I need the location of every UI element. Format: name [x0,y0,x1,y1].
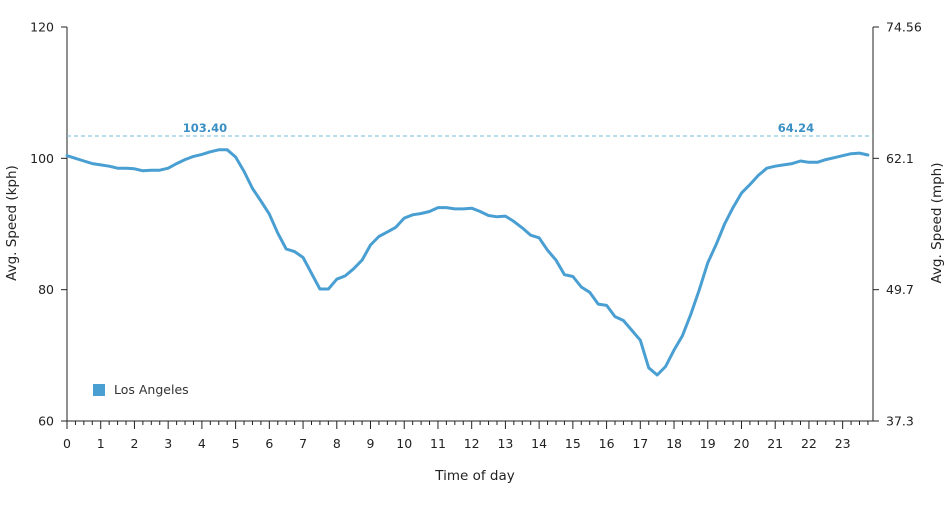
x-tick-label-23: 23 [835,436,851,451]
y-axis-title-left: Avg. Speed (kph) [4,165,20,281]
legend: Los Angeles [93,382,189,397]
y-tick-label-right-0: 37.3 [886,414,914,429]
legend-label-los-angeles: Los Angeles [114,382,189,397]
y-tick-label-left-80: 80 [38,282,54,297]
reference-line-group: 103.40 64.24 [67,121,873,137]
y-tick-label-right-2: 62.1 [886,151,914,166]
x-tick-label-18: 18 [666,436,682,451]
y-tick-label-left-100: 100 [30,151,54,166]
x-tick-label-4: 4 [198,436,206,451]
x-tick-label-7: 7 [299,436,307,451]
x-axis-title: Time of day [434,468,514,484]
x-tick-label-8: 8 [333,436,341,451]
y-tick-label-right-3: 74.56 [886,20,922,35]
series-group [65,148,870,377]
y-tick-label-left-60: 60 [38,414,54,429]
x-tick-label-17: 17 [632,436,648,451]
reference-label-left: 103.40 [183,121,227,135]
x-tick-label-14: 14 [531,436,547,451]
y-axis-title-right: Avg. Speed (mph) [929,162,945,283]
y-tick-label-right-1: 49.7 [886,282,914,297]
x-tick-label-16: 16 [599,436,615,451]
series-line-los-angeles [65,148,870,377]
x-tick-label-22: 22 [801,436,817,451]
x-tick-label-10: 10 [396,436,412,451]
x-tick-label-12: 12 [464,436,480,451]
x-tick-label-15: 15 [565,436,581,451]
x-tick-label-19: 19 [700,436,716,451]
y-tick-label-left-120: 120 [30,20,54,35]
x-tick-label-2: 2 [130,436,138,451]
x-tick-label-0: 0 [63,436,71,451]
x-tick-label-21: 21 [767,436,783,451]
x-tick-label-1: 1 [97,436,105,451]
x-tick-label-6: 6 [265,436,273,451]
x-tick-label-3: 3 [164,436,172,451]
x-tick-label-5: 5 [232,436,240,451]
reference-label-right: 64.24 [778,121,814,135]
x-tick-label-9: 9 [367,436,375,451]
legend-swatch-los-angeles [93,384,105,396]
x-tick-label-11: 11 [430,436,446,451]
x-tick-label-13: 13 [497,436,513,451]
x-tick-label-20: 20 [734,436,750,451]
axes [66,27,874,422]
